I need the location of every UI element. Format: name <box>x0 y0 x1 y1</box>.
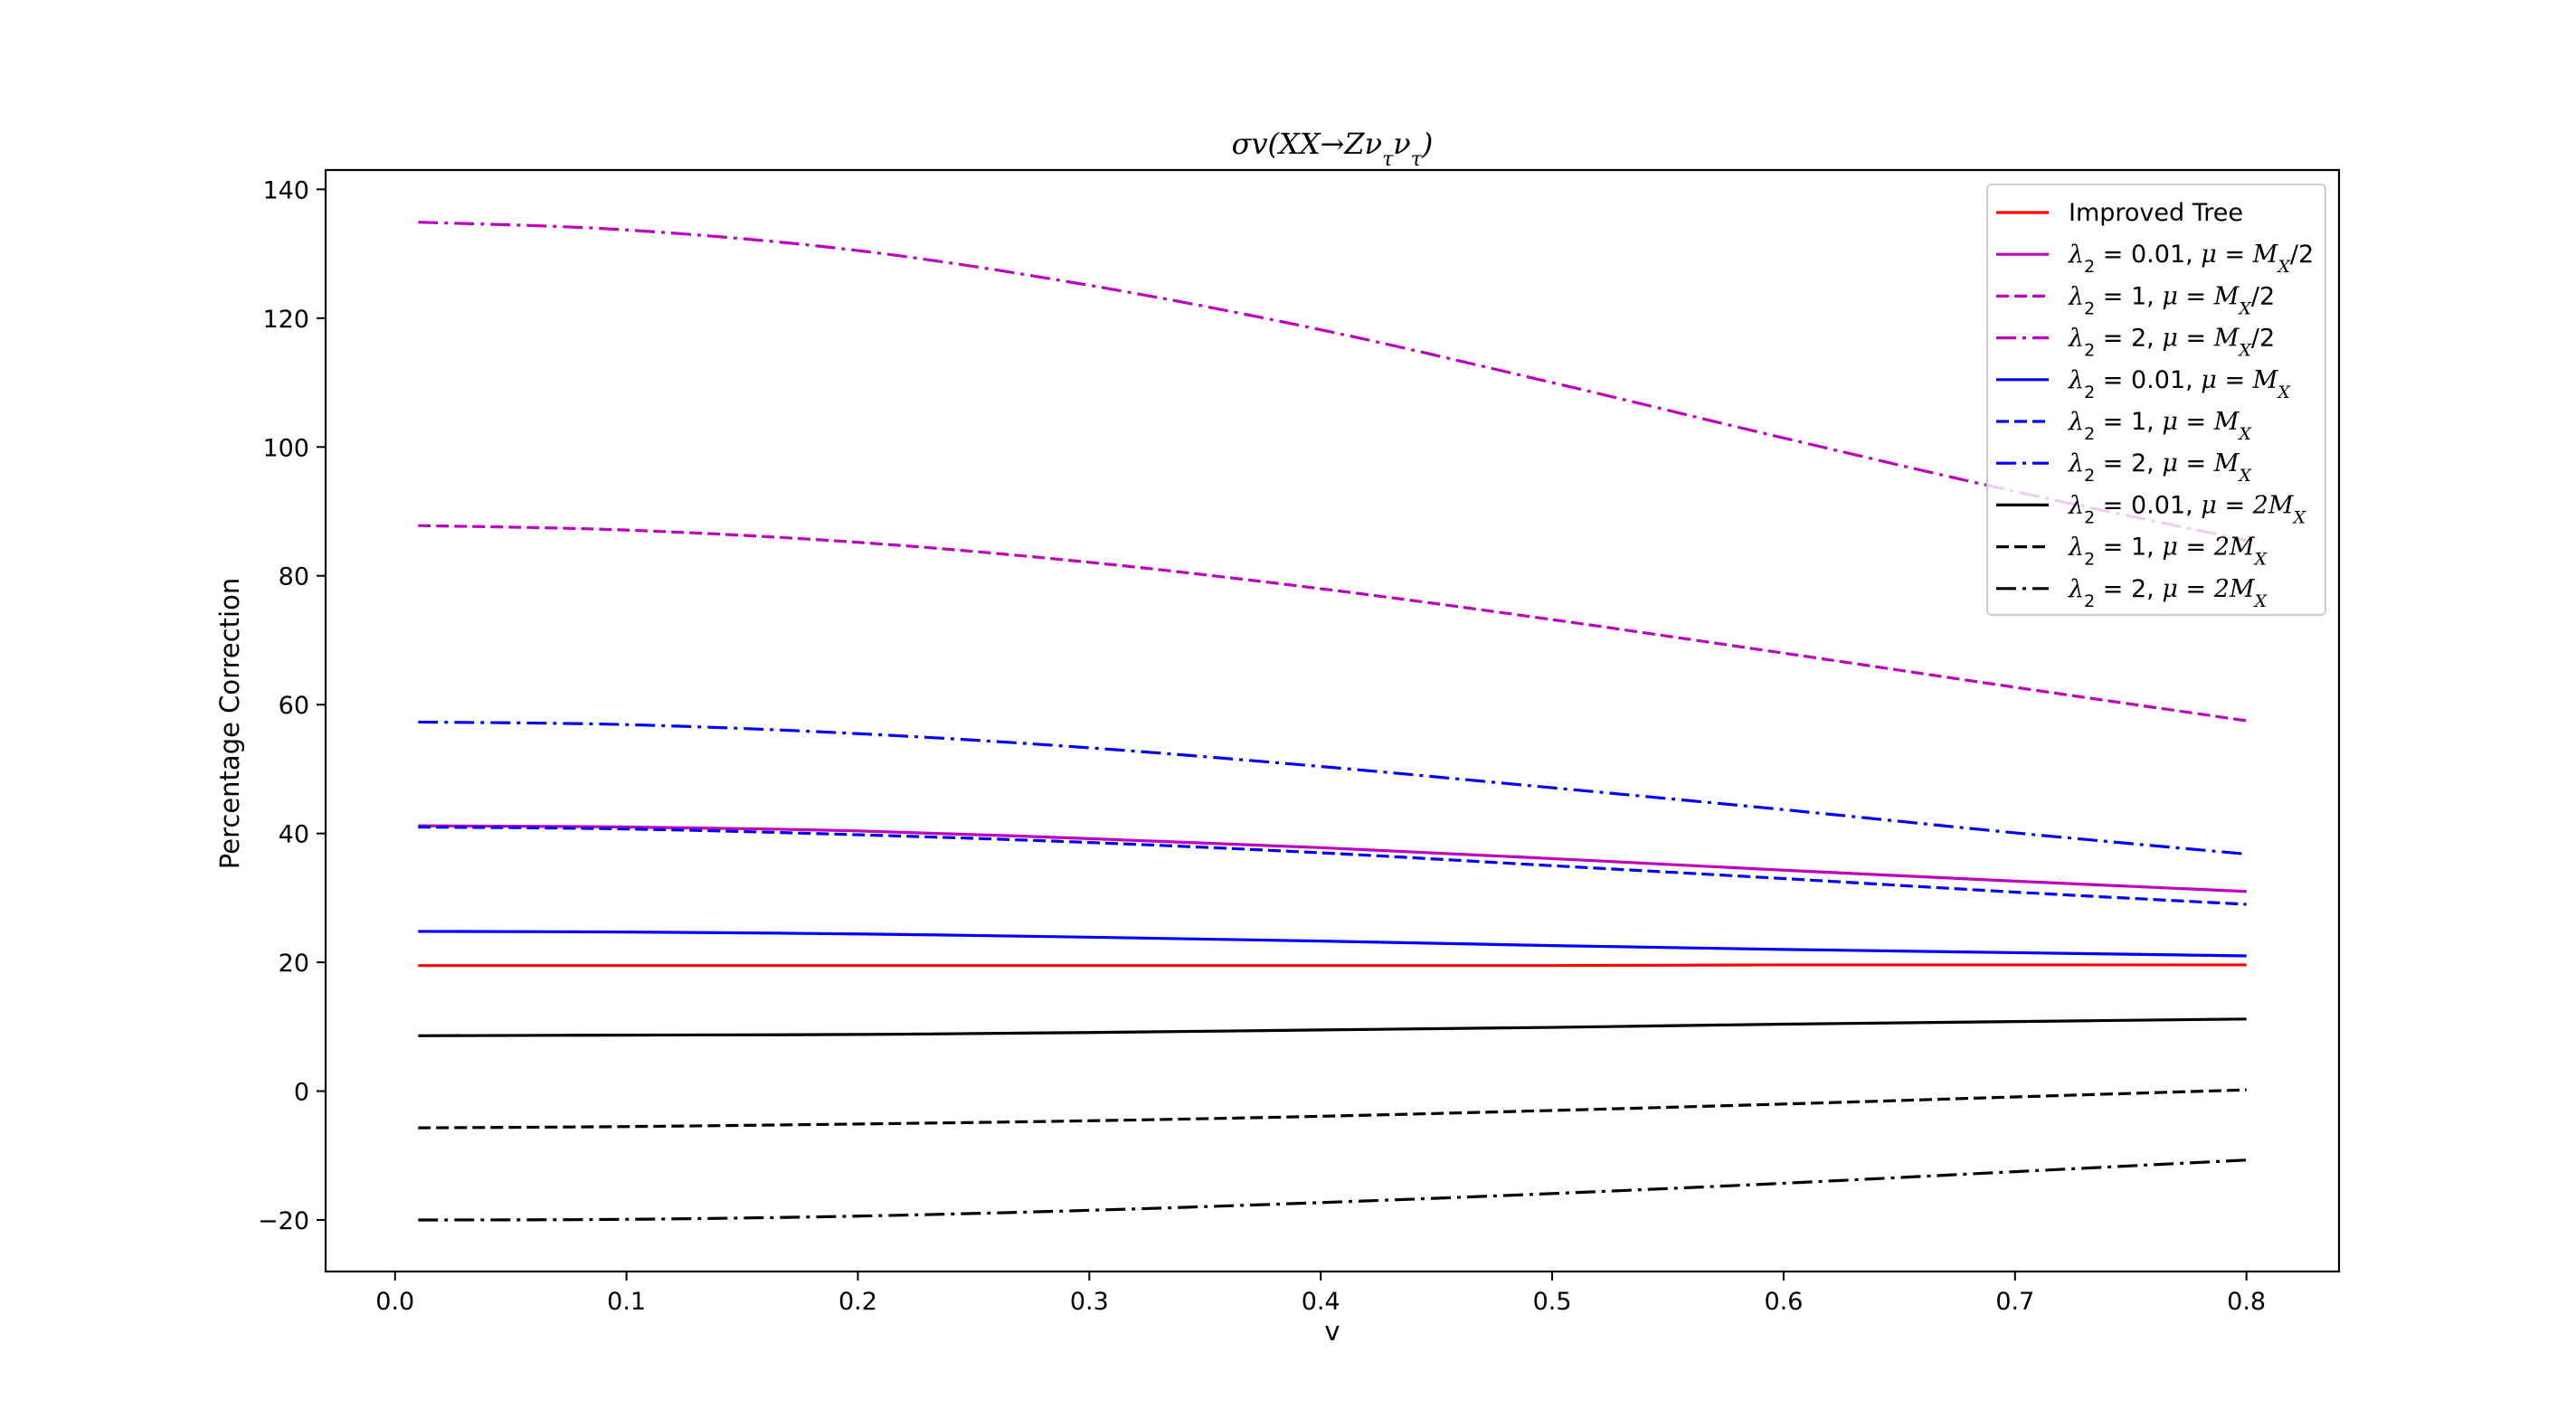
series-line-9 <box>418 1088 2247 1130</box>
y-tick-label: 0 <box>294 1079 309 1107</box>
chart-title: σv(XX→Zντντ) <box>1232 127 1434 171</box>
y-tick-label: 60 <box>279 692 309 720</box>
y-tick-label: 100 <box>262 434 309 462</box>
series-line-4 <box>418 221 2247 543</box>
x-tick-label: 0.8 <box>2227 1288 2266 1316</box>
x-tick-label: 0.1 <box>607 1288 646 1316</box>
series-line-8 <box>418 1017 2247 1037</box>
x-tick-label: 0.2 <box>838 1288 877 1316</box>
legend-entry: λ2 = 1, μ = 2MX <box>2068 534 2268 570</box>
y-tick-label: 120 <box>262 306 309 334</box>
series-line-10 <box>418 1158 2247 1222</box>
y-tick-label: −20 <box>258 1207 309 1235</box>
legend-entry: λ2 = 0.01, μ = 2MX <box>2068 491 2306 527</box>
legend-entry: λ2 = 2, μ = MX/2 <box>2068 325 2275 361</box>
legend-entry: λ2 = 1, μ = MX <box>2068 408 2252 444</box>
series-line-7 <box>418 720 2247 856</box>
legend-entry: λ2 = 2, μ = MX <box>2068 449 2252 486</box>
legend-entry: λ2 = 2, μ = 2MX <box>2068 575 2268 611</box>
series-layer <box>418 221 2247 1222</box>
series-line-3 <box>418 524 2247 723</box>
x-tick-label: 0.7 <box>1995 1288 2034 1316</box>
y-axis-ticks: −20 0 20 40 60 80 100 120 140 <box>258 176 326 1235</box>
legend-entry: Improved Tree <box>2069 199 2243 227</box>
series-line-2 <box>418 824 2247 893</box>
x-axis-label: v <box>1324 1316 1340 1347</box>
x-tick-label: 0.6 <box>1764 1288 1803 1316</box>
series-line-5 <box>418 930 2247 958</box>
y-tick-label: 20 <box>279 950 309 978</box>
y-tick-label: 40 <box>279 821 309 849</box>
series-line-6 <box>418 825 2247 906</box>
y-tick-label: 140 <box>262 176 309 204</box>
x-axis-ticks: 0.0 0.1 0.2 0.3 0.4 0.5 0.6 0.7 0.8 <box>375 1271 2266 1316</box>
y-axis-label: Percentage Correction <box>214 578 245 869</box>
legend-entry: λ2 = 0.01, μ = MX/2 <box>2068 241 2314 277</box>
x-tick-label: 0.5 <box>1533 1288 1572 1316</box>
legend-entry: λ2 = 1, μ = MX/2 <box>2068 282 2275 318</box>
legend: Improved Tree λ2 = 0.01, μ = MX/2 λ2 = 1, … <box>1986 184 2326 616</box>
x-tick-label: 0.3 <box>1070 1288 1109 1316</box>
x-tick-label: 0.0 <box>375 1288 414 1316</box>
y-tick-label: 80 <box>279 563 309 591</box>
series-line-1 <box>418 963 2247 968</box>
legend-entry: λ2 = 0.01, μ = MX <box>2068 366 2291 402</box>
legend-box <box>1986 184 2326 616</box>
x-tick-label: 0.4 <box>1302 1288 1340 1316</box>
axes-frame <box>324 168 2341 1273</box>
